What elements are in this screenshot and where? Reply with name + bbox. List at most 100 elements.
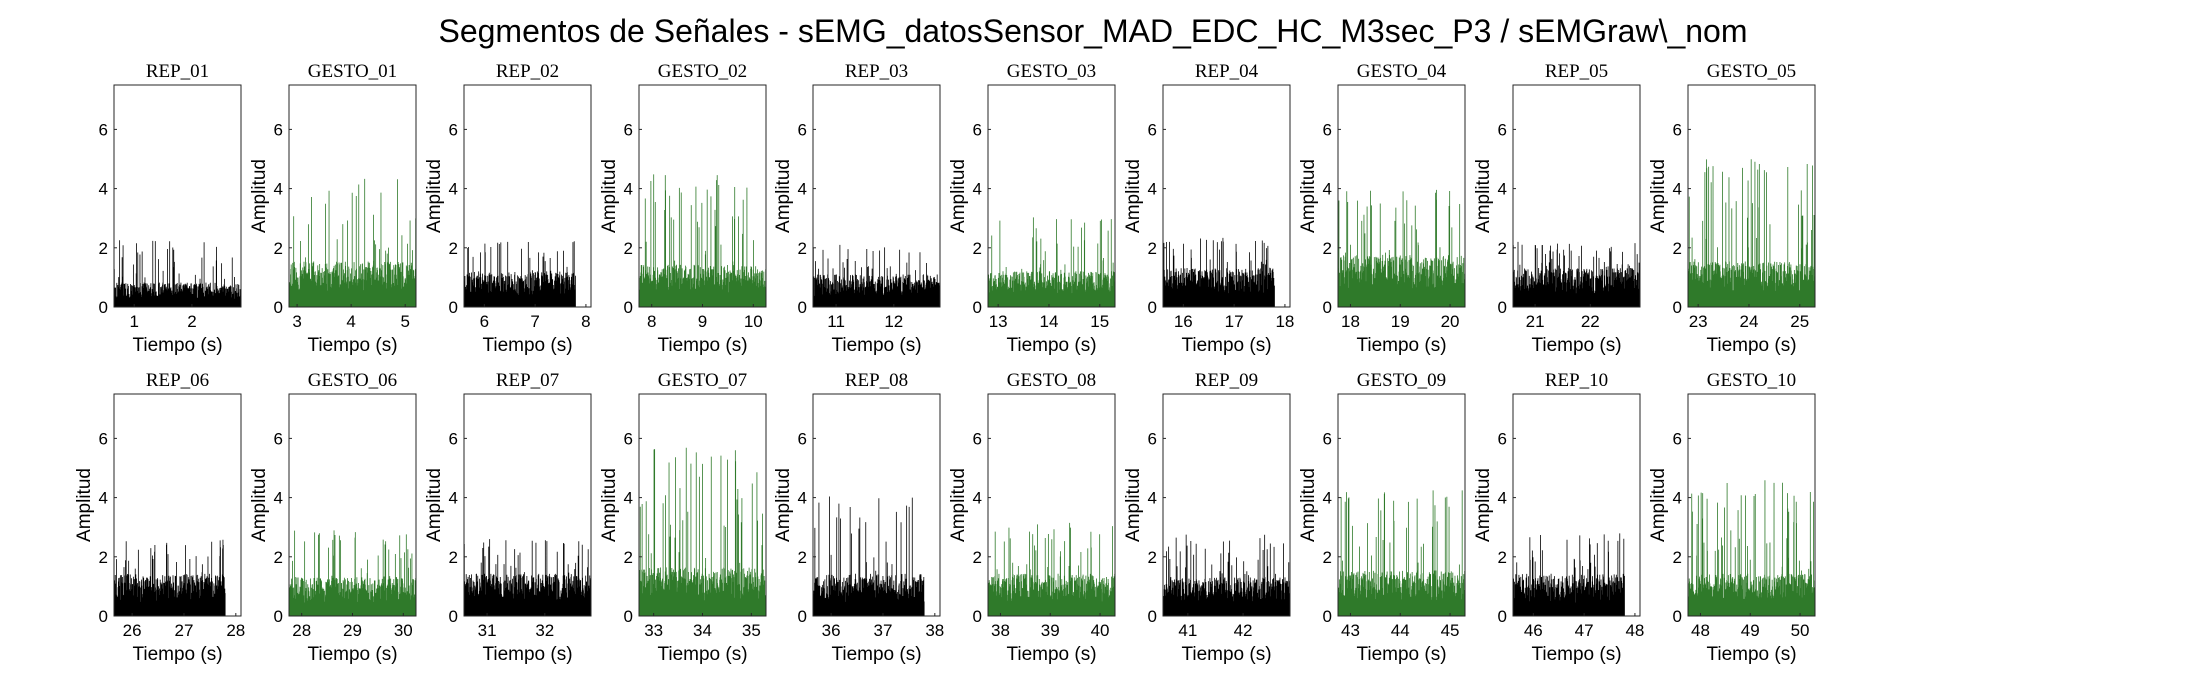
subplot-title: REP_10 [1545,370,1608,391]
subplot-rep-01: 1 2 0 2 4 6 REP_01 Tiempo (s) [99,61,242,356]
x-axis-label: Tiempo (s) [1356,644,1446,665]
y-tick-label: 0 [798,607,807,626]
y-tick-label: 0 [449,298,458,317]
subplot-title: GESTO_03 [1007,61,1096,82]
y-axis-label: Amplitud [599,468,620,542]
x-tick-label: 26 [123,621,142,640]
x-tick-label: 8 [581,312,590,331]
y-tick-label: 0 [973,298,982,317]
y-tick-label: 2 [798,548,807,567]
subplot-rep-04: 16 17 18 0 2 4 6 REP_04 Tiempo (s) Amplitud [1123,61,1294,356]
x-tick-label: 27 [175,621,194,640]
subplot-title: GESTO_06 [308,370,397,391]
x-tick-label: 50 [1791,621,1810,640]
x-axis-label: Tiempo (s) [831,335,921,356]
y-axis-label: Amplitud [1648,159,1669,233]
y-tick-label: 6 [274,120,283,139]
x-axis-label: Tiempo (s) [132,335,222,356]
x-tick-label: 6 [480,312,489,331]
x-tick-label: 9 [698,312,707,331]
y-tick-label: 0 [798,298,807,317]
y-tick-label: 6 [1498,120,1507,139]
y-tick-label: 2 [1498,239,1507,258]
y-tick-label: 0 [1673,298,1682,317]
x-tick-label: 14 [1039,312,1058,331]
x-tick-label: 17 [1225,312,1244,331]
x-axis-label: Tiempo (s) [1181,644,1271,665]
x-axis-label: Tiempo (s) [657,335,747,356]
signal-trace [1512,533,1625,616]
y-tick-label: 4 [1498,489,1507,508]
signal-trace [1687,480,1816,616]
x-axis-label: Tiempo (s) [1706,644,1796,665]
signal-trace [812,496,925,616]
y-tick-label: 0 [1148,298,1157,317]
y-axis-label: Amplitud [1123,159,1144,233]
y-tick-label: 0 [1323,298,1332,317]
subplot-title: GESTO_10 [1707,370,1796,391]
y-tick-label: 0 [274,298,283,317]
y-tick-label: 2 [1498,548,1507,567]
y-axis-label: Amplitud [773,159,794,233]
signal-trace [1337,490,1466,616]
x-tick-label: 36 [822,621,841,640]
y-tick-label: 4 [798,180,807,199]
y-tick-label: 4 [1148,180,1157,199]
y-axis-label: Amplitud [948,468,969,542]
y-tick-label: 6 [449,120,458,139]
y-tick-label: 2 [1148,239,1157,258]
y-tick-label: 6 [798,120,807,139]
x-axis-label: Tiempo (s) [307,644,397,665]
y-tick-label: 2 [99,239,108,258]
x-tick-label: 42 [1234,621,1253,640]
axes-box [1337,393,1466,617]
y-tick-label: 0 [449,607,458,626]
subplot-title: REP_02 [496,61,559,82]
y-tick-label: 6 [973,429,982,448]
axes-box [1512,84,1641,308]
y-tick-label: 4 [1323,489,1332,508]
x-tick-label: 31 [478,621,497,640]
subplot-gesto-06: 28 29 30 0 2 4 6 GESTO_06 Tiempo (s) Amplitud [249,370,417,665]
y-tick-label: 4 [1673,489,1682,508]
y-axis-label: Amplitud [424,159,445,233]
y-axis-label: Amplitud [773,468,794,542]
x-tick-label: 46 [1524,621,1543,640]
y-axis-label: Amplitud [249,468,270,542]
x-tick-label: 41 [1178,621,1197,640]
y-tick-label: 4 [449,180,458,199]
y-tick-label: 6 [1498,429,1507,448]
x-tick-label: 24 [1739,312,1758,331]
x-tick-label: 39 [1041,621,1060,640]
subplot-title: REP_03 [845,61,908,82]
subplot-rep-08: 36 37 38 0 2 4 6 REP_08 Tiempo (s) Amplitud [773,370,944,665]
y-tick-label: 2 [798,239,807,258]
axes-box [987,393,1116,617]
y-axis-label: Amplitud [1473,468,1494,542]
subplot-rep-07: 31 32 0 2 4 6 REP_07 Tiempo (s) Amplitud [424,370,592,665]
axes-box [113,84,242,308]
signal-trace [1687,159,1816,307]
x-axis-label: Tiempo (s) [657,644,747,665]
y-axis-label: Amplitud [599,159,620,233]
y-tick-label: 4 [624,180,633,199]
y-tick-label: 6 [1673,120,1682,139]
axes-box [463,84,592,308]
signal-trace [288,530,417,616]
x-tick-label: 28 [292,621,311,640]
y-tick-label: 2 [973,239,982,258]
subplot-title: REP_07 [496,370,559,391]
subplot-title: GESTO_02 [658,61,747,82]
y-axis-label: Amplitud [1648,468,1669,542]
y-axis-label: Amplitud [1473,159,1494,233]
axes-box [812,393,941,617]
y-tick-label: 2 [624,239,633,258]
y-tick-label: 2 [1673,548,1682,567]
axes-box [463,393,592,617]
y-tick-label: 2 [1673,239,1682,258]
signal-trace [987,217,1116,307]
y-tick-label: 0 [1498,607,1507,626]
